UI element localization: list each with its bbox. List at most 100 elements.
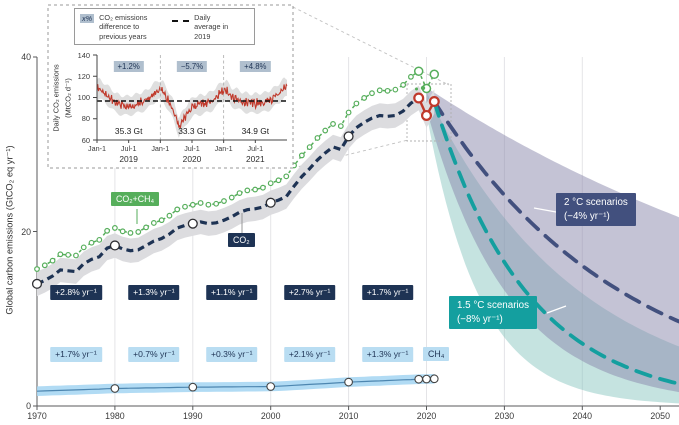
co2-ch4-dot-1979 — [104, 227, 111, 234]
co2-ch4-dot-1987 — [166, 212, 173, 219]
co2-ch4-dot-2011 — [353, 100, 360, 107]
ch4-marker-2000 — [266, 382, 276, 391]
co2-ch4-dot-2002 — [283, 173, 290, 180]
scenario-2c-connector — [533, 207, 557, 213]
ch4-marker-2010 — [344, 377, 353, 387]
x-tick-label-2020: 2020 — [416, 411, 437, 421]
co2-ch4-dot-1998 — [252, 186, 259, 193]
co2-ch4-dot-1975 — [73, 252, 79, 259]
x-tick-label-1980: 1980 — [105, 411, 125, 421]
co2-ch4-dot-2006 — [314, 135, 321, 141]
inset-y-tick-label-120: 120 — [77, 71, 90, 81]
legend-difference-text: CO₂ emissions difference to previous yea… — [99, 13, 148, 41]
inset-yoy-badge-+1.2%: +1.2% — [113, 61, 144, 72]
covid-marker-2021 — [428, 95, 440, 107]
inset-y-tick-label-140: 140 — [77, 50, 90, 60]
zoom-connector-top — [292, 6, 450, 86]
co2-ch4-marker-2019 — [413, 66, 424, 76]
covid-marker-2019 — [413, 92, 425, 104]
ch4-uncertainty-band — [37, 374, 435, 396]
inset-annual-total-33.3 Gt: 33.3 Gt — [178, 126, 206, 136]
co2-ch4-dot-1986 — [158, 217, 165, 224]
scenario-15c-rate: (−8% yr⁻¹) — [457, 313, 503, 325]
co2-growth-box-2000s: +2.7% yr⁻¹ — [283, 285, 336, 300]
inset-daily-co2-line — [96, 83, 288, 129]
co2-ch4-dot-2009 — [337, 123, 344, 130]
inset-legend: x% CO₂ emissions difference to previous … — [74, 8, 255, 45]
inset-x-tick-label-0: Jan-1 — [88, 144, 106, 153]
inset-year-label-2021: 2021 — [245, 154, 265, 164]
co2-ch4-dot-1989 — [182, 203, 188, 210]
co2-ch4-dot-1993 — [213, 200, 220, 207]
scenario-2c-line — [432, 99, 679, 324]
y-tick-label-0: 0 — [26, 401, 31, 411]
inset-y-tick-label-100: 100 — [77, 93, 90, 102]
ch4-marker-2019 — [414, 374, 424, 384]
inset-annual-total-35.3 Gt: 35.3 Gt — [114, 126, 143, 136]
x-tick-label-1970: 1970 — [27, 411, 47, 421]
ch4-growth-box-2010s: +1.3% yr⁻¹ — [361, 347, 414, 362]
co2-ch4-dot-1985 — [150, 220, 157, 226]
co2-ch4-dot-1990 — [189, 201, 196, 208]
co2-growth-box-1970s: +2.8% yr⁻¹ — [50, 285, 102, 300]
co2-ch4-dot-1972 — [49, 257, 56, 264]
y-tick-label-20: 20 — [21, 226, 31, 237]
co2-ch4-line — [36, 70, 435, 270]
inset-year-label-2020: 2020 — [182, 154, 202, 164]
ch4-marker-2020 — [422, 374, 431, 384]
co2-ch4-dot-1970 — [34, 266, 40, 272]
co2-ch4-dot-2000 — [267, 180, 274, 187]
co2-marker-2000 — [265, 197, 276, 208]
x-tick-label-2050: 2050 — [650, 411, 670, 421]
scenario-15c-label: 1.5 °C scenarios (−8% yr⁻¹) — [449, 296, 537, 330]
scenario-15c-title: 1.5 °C scenarios — [457, 300, 529, 311]
co2-ch4-solid-dot-2 — [415, 87, 418, 91]
x-tick-label-2030: 2030 — [494, 411, 515, 421]
inset-x-tick-label-5: Jul-1 — [247, 144, 264, 153]
co2-ch4-dot-1976 — [80, 244, 87, 251]
co2-ch4-dot-1996 — [236, 190, 243, 197]
inset-y-tick-label-60: 60 — [81, 135, 90, 145]
co2-ch4-dot-2001 — [275, 177, 282, 184]
co2-ch4-dot-2007 — [322, 127, 329, 134]
inset-x-tick-label-4: Jan-1 — [214, 144, 233, 153]
co2-marker-1970 — [31, 278, 43, 289]
co2-ch4-dot-2014 — [376, 87, 383, 94]
co2-growth-box-1990s: +1.1% yr⁻¹ — [205, 285, 258, 300]
co2-ch4-dot-1983 — [135, 229, 142, 235]
co2-ch4-dot-2005 — [306, 144, 313, 151]
ch4-growth-box-2000s: +2.1% yr⁻¹ — [283, 347, 336, 362]
co2-ch4-dot-1997 — [244, 187, 251, 194]
co2-marker-1980 — [109, 240, 120, 251]
co2-ch4-solid-dot-1 — [420, 85, 426, 91]
legend-xpct-badge: x% — [80, 14, 95, 23]
co2-ch4-dot-2004 — [298, 152, 305, 159]
dashed-line-key-icon — [172, 20, 190, 22]
co2-ch4-dot-2017 — [400, 82, 407, 88]
inset-yoy-badge-−5.7%: −5.7% — [176, 61, 208, 72]
co2-ch4-dot-1994 — [221, 198, 227, 204]
inset-x-tick-label-2: Jan-1 — [151, 144, 170, 153]
co2-ch4-dot-2012 — [361, 95, 368, 101]
co2-ch4-dot-1981 — [119, 228, 126, 235]
co2-ch4-dot-1984 — [143, 224, 149, 231]
co2-growth-box-1980s: +1.3% yr⁻¹ — [128, 285, 180, 300]
y-tick-label-40: 40 — [21, 52, 31, 62]
ch4-marker-1980 — [110, 384, 120, 393]
co2-ch4-dot-1971 — [41, 262, 48, 269]
inset-yoy-badge-+4.8%: +4.8% — [240, 61, 271, 72]
co2-ch4-dot-2018 — [408, 73, 414, 80]
co2-ch4-dot-1995 — [228, 194, 235, 201]
inset-year-label-2019: 2019 — [119, 154, 138, 164]
co2-ch4-dot-2015 — [384, 87, 391, 94]
x-tick-label-2000: 2000 — [260, 411, 281, 421]
co2-marker-2010 — [343, 131, 354, 142]
co2-ch4-dot-1980 — [111, 225, 118, 231]
ch4-line — [36, 378, 435, 392]
co2-line — [36, 96, 420, 286]
inset-annual-total-34.9 Gt: 34.9 Gt — [241, 126, 270, 136]
co2-ch4-dot-1982 — [127, 229, 134, 236]
co2-uncertainty-band — [37, 85, 435, 297]
